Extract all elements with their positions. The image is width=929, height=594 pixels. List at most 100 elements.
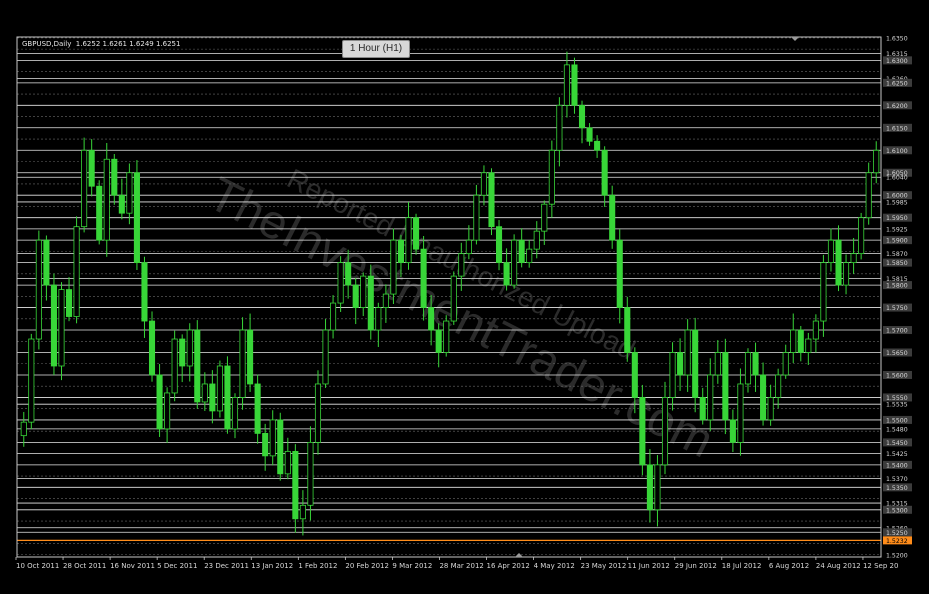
- candle-body: [299, 504, 306, 520]
- candle-body: [835, 239, 842, 286]
- price-tick-label: 1.5250: [886, 530, 908, 537]
- price-tick-label: 1.6315: [886, 51, 908, 58]
- candle-body: [435, 329, 442, 353]
- candle-body: [541, 203, 548, 232]
- candle-body: [548, 149, 555, 205]
- price-label-box: [883, 236, 912, 245]
- candle-body: [209, 383, 216, 412]
- candle-body: [722, 352, 729, 421]
- candle-body: [171, 338, 178, 394]
- price-tick-label: 1.5400: [886, 462, 908, 469]
- candle-body: [292, 450, 299, 520]
- price-tick-label: 1.5550: [886, 395, 908, 402]
- price-label-box: [883, 123, 912, 132]
- candle-body: [714, 352, 721, 376]
- time-tick-label: 16 Nov 2011: [110, 562, 155, 570]
- candle-body: [790, 329, 797, 353]
- candle-body: [760, 374, 767, 421]
- candle-body: [556, 104, 563, 151]
- price-tick-label: 1.5500: [886, 417, 908, 424]
- candle-body: [397, 239, 405, 264]
- price-label-box: [883, 438, 912, 447]
- price-label-box: [883, 281, 912, 290]
- price-label-box: [883, 168, 912, 177]
- candle-body: [186, 329, 193, 367]
- candle-body: [262, 433, 269, 457]
- candle-body: [307, 441, 314, 506]
- price-tick-label: 1.5900: [886, 238, 908, 245]
- candle-body: [601, 149, 608, 196]
- candle-body: [126, 172, 133, 214]
- price-label-box: [883, 303, 912, 312]
- candle-body: [609, 194, 616, 241]
- time-tick-label: 12 Sep 20: [863, 562, 898, 570]
- candle-body: [254, 383, 261, 434]
- candle-body: [782, 352, 789, 376]
- candle-body: [797, 329, 804, 353]
- price-axis[interactable]: 1.63501.63151.63001.62601.62501.62001.61…: [883, 35, 912, 559]
- candle-body: [375, 307, 382, 331]
- time-tick-label: 10 Oct 2011: [16, 562, 59, 570]
- time-axis[interactable]: 10 Oct 2011 28 Oct 2011 16 Nov 2011 5 Dec 2…: [15, 557, 898, 570]
- candle-body: [873, 149, 880, 174]
- grid-lines: [17, 37, 881, 556]
- candle-body: [646, 464, 653, 511]
- scroll-marker-icon: [515, 553, 523, 557]
- candle-body: [699, 397, 706, 421]
- candle-body: [692, 329, 699, 398]
- price-tick-label: 1.5985: [886, 199, 908, 206]
- candle-body: [563, 64, 570, 106]
- candle-body: [111, 158, 118, 196]
- time-tick-label: 4 May 2012: [534, 562, 575, 570]
- price-tick-label: 1.5370: [886, 476, 908, 483]
- candle-body: [352, 284, 359, 308]
- candle-body: [81, 149, 88, 228]
- time-tick-label: 16 Apr 2012: [487, 562, 530, 570]
- candle-body: [428, 307, 435, 331]
- candle-body: [405, 217, 412, 264]
- candle-body: [224, 365, 231, 430]
- price-label-box: [883, 460, 912, 469]
- candle-body: [480, 172, 487, 196]
- candle-body: [594, 140, 601, 151]
- candle-body: [35, 239, 42, 340]
- candle-body: [382, 293, 389, 308]
- current-price-tag: [883, 536, 912, 545]
- candle-body: [43, 239, 50, 286]
- candle-body: [337, 262, 344, 304]
- candle-body: [624, 307, 631, 353]
- candle-body: [812, 320, 819, 340]
- candle-body: [669, 352, 676, 398]
- price-tick-label: 1.6050: [886, 170, 908, 177]
- price-tick-label: 1.5450: [886, 440, 908, 447]
- candle-body: [827, 239, 835, 264]
- candle-body: [118, 194, 125, 214]
- price-label-box: [883, 258, 912, 267]
- candle-body: [707, 374, 714, 421]
- time-tick-label: 28 Oct 2011: [63, 562, 106, 570]
- candle-body: [661, 397, 669, 466]
- chart-frame: [16, 36, 882, 558]
- price-tick-label: 1.5425: [886, 451, 908, 458]
- price-tick-label: 1.5870: [886, 251, 908, 258]
- candle-body: [443, 320, 450, 353]
- candle-body: [865, 172, 872, 219]
- candle-body: [775, 374, 782, 398]
- symbol-info: GBPUSD,Daily 1.6252 1.6261 1.6249 1.6251: [22, 40, 181, 48]
- candle-body: [503, 262, 510, 286]
- candle-body: [179, 338, 186, 367]
- timeframe-badge[interactable]: 1 Hour (H1): [342, 40, 410, 58]
- candle-body: [752, 352, 759, 376]
- time-tick-label: 9 Mar 2012: [392, 562, 432, 570]
- time-tick-label: 20 Feb 2012: [345, 562, 389, 570]
- candle-body: [744, 352, 752, 385]
- time-tick-label: 29 Jun 2012: [675, 562, 717, 570]
- price-tick-label: 1.5200: [886, 552, 908, 559]
- candle-body: [458, 253, 465, 277]
- candles: [20, 51, 880, 536]
- candle-body: [269, 419, 276, 457]
- time-tick-label: 24 Aug 2012: [816, 562, 861, 570]
- candle-body: [65, 289, 73, 317]
- candle-body: [194, 329, 201, 403]
